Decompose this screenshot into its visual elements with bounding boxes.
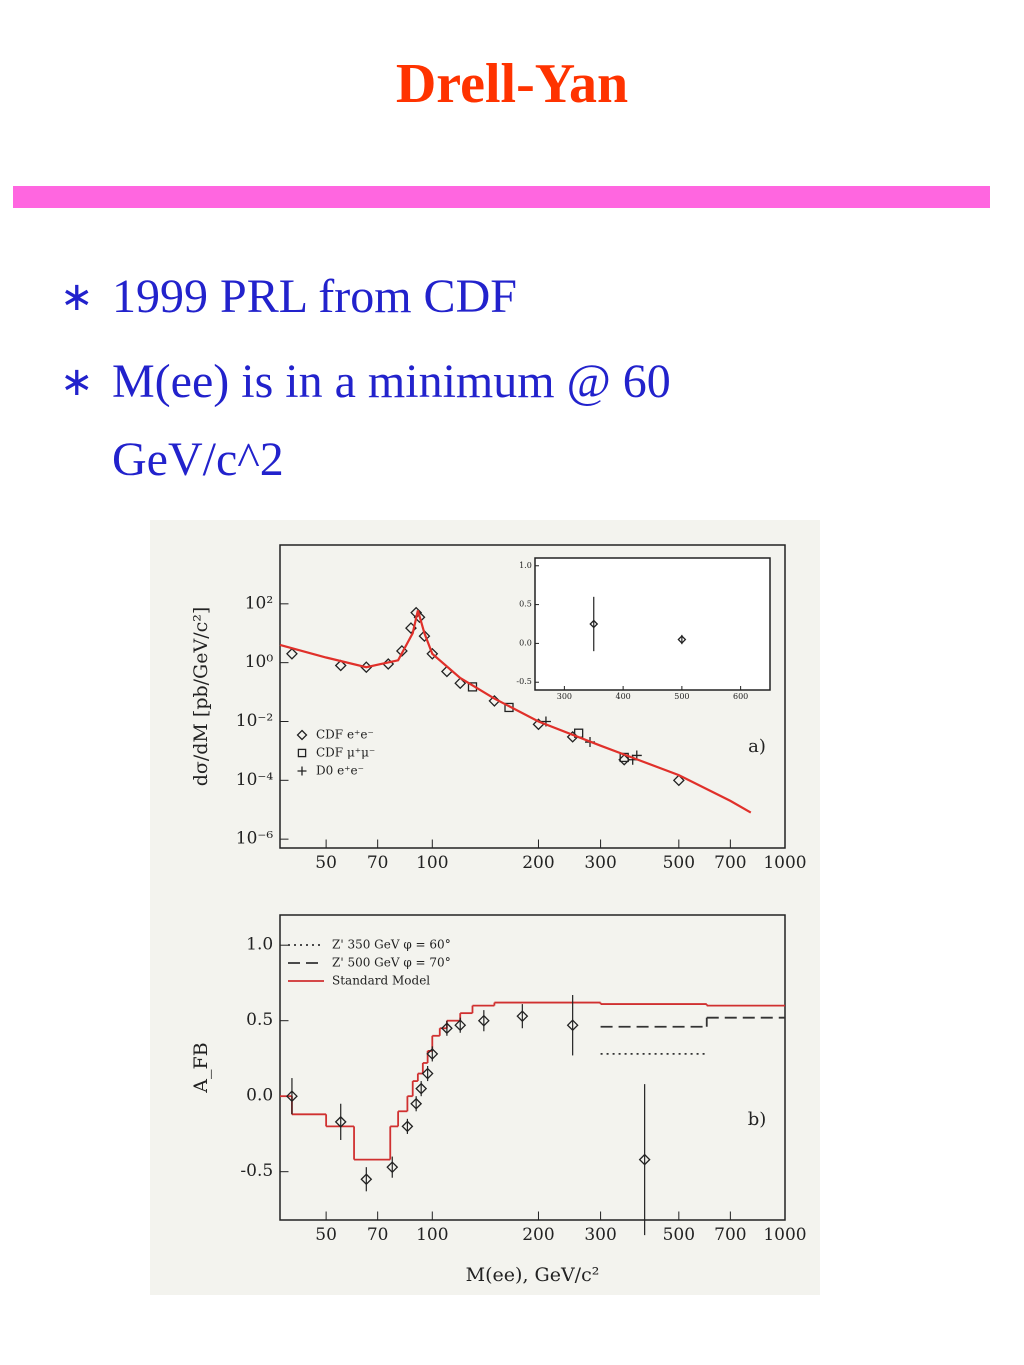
data-point (426, 647, 439, 660)
x-tick-label: 700 (714, 853, 746, 873)
legend-label: Standard Model (332, 974, 430, 988)
bullet: 1999 PRL from CDF (60, 258, 842, 336)
data-point (677, 635, 687, 644)
data-point (334, 1115, 347, 1128)
x-tick-label: 300 (584, 853, 616, 873)
panel-label: a) (748, 736, 766, 757)
x-tick-label: 300 (584, 1225, 616, 1245)
x-tick-label: 700 (714, 1225, 746, 1245)
data-point (566, 1019, 579, 1032)
y-tick-label: 10⁻⁶ (236, 829, 274, 849)
legend-label: CDF μ⁺μ⁻ (316, 746, 375, 760)
data-point (421, 1067, 434, 1080)
y-tick-label: 1.0 (246, 935, 273, 955)
x-tick-label: 500 (663, 853, 695, 873)
data-point (618, 753, 631, 766)
legend-label: Z' 350 GeV φ = 60° (332, 938, 451, 952)
data-point (415, 1082, 428, 1095)
y-tick-label: 0.5 (246, 1010, 273, 1030)
x-tick-label: 50 (315, 1225, 337, 1245)
data-point (286, 647, 298, 660)
y-tick-label: 10⁰ (245, 652, 274, 672)
data-point (516, 1010, 529, 1023)
data-point (454, 1019, 467, 1032)
data-point (410, 1097, 423, 1110)
x-tick-label: 300 (557, 692, 572, 701)
data-point (418, 630, 431, 643)
data-point (286, 1090, 298, 1103)
divider-bar (13, 186, 990, 208)
x-tick-label: 100 (416, 853, 448, 873)
legend-symbol (296, 729, 308, 741)
slide-title: Drell-Yan (395, 53, 629, 115)
data-point (401, 1120, 414, 1133)
curve (279, 610, 752, 814)
x-tick-label: 500 (674, 692, 689, 701)
y-tick-label: 10⁻⁴ (236, 770, 274, 790)
data-point (360, 1173, 373, 1186)
x-tick-label: 400 (615, 692, 630, 701)
data-point (454, 677, 467, 690)
legend-label: Z' 500 GeV φ = 70° (332, 956, 451, 970)
data-point (426, 1047, 439, 1060)
y-tick-label: 0.5 (519, 600, 532, 609)
x-tick-label: 1000 (763, 1225, 806, 1245)
x-tick-label: 200 (522, 1225, 554, 1245)
y-tick-label: 1.0 (519, 561, 532, 570)
data-point (672, 774, 685, 787)
x-axis-label: M(ee), GeV/c² (466, 1264, 600, 1286)
y-tick-label: -0.5 (240, 1161, 273, 1181)
data-point (386, 1161, 399, 1174)
legend-symbol (297, 766, 307, 776)
legend-label: D0 e⁺e⁻ (316, 764, 364, 778)
x-tick-label: 100 (416, 1225, 448, 1245)
x-tick-label: 70 (367, 853, 389, 873)
plot-frame (279, 544, 786, 849)
panel-label: b) (748, 1109, 767, 1130)
y-tick-label: 10² (245, 593, 273, 613)
plot-frame (279, 914, 786, 1221)
legend-symbol (297, 748, 307, 758)
data-point (638, 1153, 651, 1166)
data-point (477, 1014, 490, 1027)
x-tick-label: 70 (367, 1225, 389, 1245)
y-axis-label: A_FB (190, 1042, 212, 1093)
y-tick-label: 10⁻² (236, 711, 273, 731)
y-tick-label: 0.0 (519, 638, 532, 647)
data-point (440, 1022, 453, 1035)
x-tick-label: 1000 (763, 853, 806, 873)
y-axis-label: dσ/dM [pb/GeV/c²] (190, 607, 212, 787)
y-tick-label: 0.0 (246, 1086, 273, 1106)
data-point (589, 619, 599, 629)
plot-frame (534, 557, 771, 691)
x-tick-label: 600 (733, 692, 748, 701)
x-tick-label: 200 (522, 853, 554, 873)
data-point (334, 659, 347, 672)
y-tick-label: -0.5 (516, 677, 531, 686)
bullet: M(ee) is in a minimum @ 60 GeV/c^2 (60, 343, 842, 499)
legend-label: CDF e⁺e⁻ (316, 728, 374, 742)
x-tick-label: 50 (315, 853, 337, 873)
x-tick-label: 500 (663, 1225, 695, 1245)
